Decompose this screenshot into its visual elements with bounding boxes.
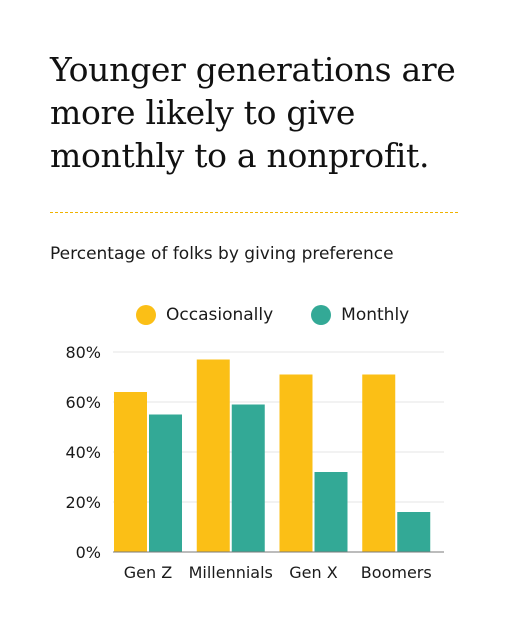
y-tick-label: 60% <box>65 393 101 412</box>
x-tick-label: Boomers <box>361 563 432 582</box>
bar-monthly-millennials <box>231 404 265 552</box>
x-tick-label: Millennials <box>189 563 273 582</box>
bar-occasionally-gen-z <box>114 392 147 552</box>
bar-occasionally-gen-x <box>279 374 313 552</box>
legend-label-monthly: Monthly <box>341 305 410 325</box>
y-tick-label: 80% <box>65 343 101 362</box>
bar-monthly-gen-x <box>314 472 348 552</box>
dashed-divider <box>50 212 458 213</box>
legend-label-occasionally: Occasionally <box>166 305 274 325</box>
x-tick-label: Gen Z <box>124 563 172 582</box>
headline: Younger generations are more likely to g… <box>50 50 456 175</box>
y-tick-label: 20% <box>65 493 101 512</box>
bar-occasionally-millennials <box>196 359 230 552</box>
y-tick-label: 0% <box>76 543 101 562</box>
legend-item-monthly: Monthly <box>311 305 409 325</box>
bar-monthly-boomers <box>397 512 431 552</box>
legend-swatch-monthly <box>311 305 332 325</box>
y-tick-label: 40% <box>65 443 101 462</box>
legend-swatch-occasionally <box>136 305 156 325</box>
bar-monthly-gen-z <box>149 414 182 552</box>
chart-title: Percentage of folks by giving preference <box>50 244 394 264</box>
legend-item-occasionally: Occasionally <box>136 305 273 325</box>
x-tick-label: Gen X <box>289 563 337 582</box>
bar-occasionally-boomers <box>362 374 396 552</box>
chart-legend: Occasionally Monthly <box>136 305 409 325</box>
